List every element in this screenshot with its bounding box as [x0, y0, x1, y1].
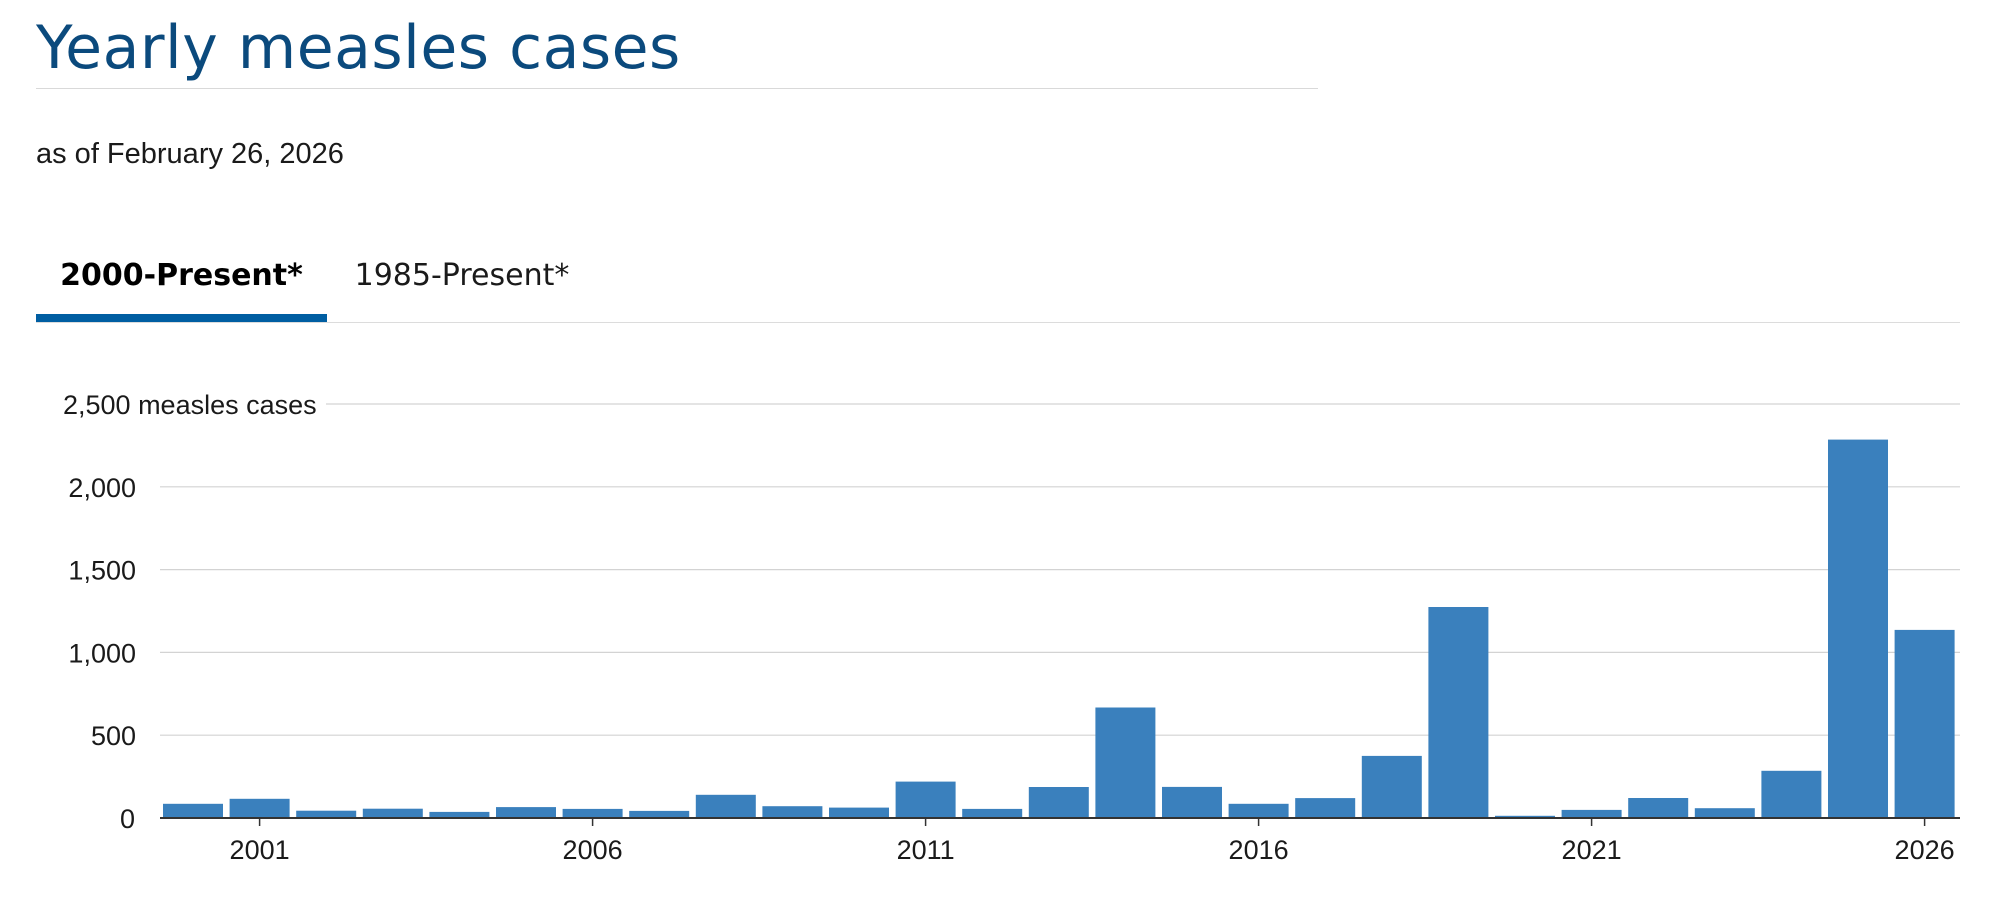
x-tick-label: 2001: [230, 835, 290, 865]
tab-1985-present[interactable]: 1985-Present*: [354, 258, 570, 293]
measles-bar-chart: 0 500 1,000 1,500 2,000 2,500 measles cases 20…: [0, 360, 2000, 880]
x-tick-label: 2026: [1895, 835, 1955, 865]
title-divider: [36, 88, 1318, 89]
bar-2017[interactable]: [1295, 798, 1356, 818]
y-tick-label: 1,000: [68, 638, 136, 668]
bar-2008[interactable]: [695, 794, 756, 818]
bar-2018[interactable]: [1361, 755, 1422, 818]
bar-2010[interactable]: [829, 807, 889, 818]
y-tick-label: 500: [91, 721, 136, 751]
bar-2000[interactable]: [163, 803, 223, 818]
bar-2012[interactable]: [962, 808, 1023, 818]
bar-2025[interactable]: [1828, 439, 1888, 818]
tabs-divider: [36, 322, 1960, 323]
x-tick-label: 2016: [1229, 835, 1289, 865]
x-tick-label: 2021: [1562, 835, 1622, 865]
y-tick-label: 2,000: [68, 473, 136, 503]
bar-2015[interactable]: [1162, 786, 1222, 818]
chart-svg: 0 500 1,000 1,500 2,000 2,500 measles cases 20…: [63, 390, 1960, 865]
bar-2014[interactable]: [1095, 707, 1156, 819]
as-of-date: as of February 26, 2026: [36, 138, 344, 170]
page-title: Yearly measles cases: [36, 13, 681, 83]
y-tick-label: 0: [120, 804, 135, 834]
x-tick-label: 2006: [563, 835, 623, 865]
bar-2006[interactable]: [562, 808, 623, 818]
bar-2019[interactable]: [1428, 607, 1489, 818]
bar-2009[interactable]: [762, 806, 823, 818]
tab-2000-present[interactable]: 2000-Present*: [60, 258, 303, 293]
bar-2016[interactable]: [1228, 803, 1289, 818]
bar-2004[interactable]: [429, 811, 490, 818]
bar-2005[interactable]: [496, 807, 556, 818]
bar-2013[interactable]: [1028, 787, 1089, 818]
bar-2001[interactable]: [229, 798, 290, 818]
bar-2026[interactable]: [1894, 629, 1955, 818]
bar-2022[interactable]: [1628, 798, 1689, 818]
bar-2024[interactable]: [1761, 770, 1822, 818]
bar-2011[interactable]: [895, 781, 956, 818]
bar-2021[interactable]: [1561, 809, 1622, 818]
x-tick-label: 2011: [897, 835, 955, 865]
bar-2020[interactable]: [1495, 815, 1555, 818]
y-tick-label: 1,500: [68, 556, 136, 586]
bar-2023[interactable]: [1694, 808, 1755, 818]
bar-2007[interactable]: [629, 810, 690, 818]
active-tab-indicator: [36, 314, 327, 322]
bar-2003[interactable]: [362, 808, 423, 818]
range-tabs: 2000-Present* 1985-Present*: [36, 248, 1960, 324]
y-tick-label: 2,500 measles cases: [63, 390, 317, 420]
bar-2002[interactable]: [296, 810, 357, 818]
